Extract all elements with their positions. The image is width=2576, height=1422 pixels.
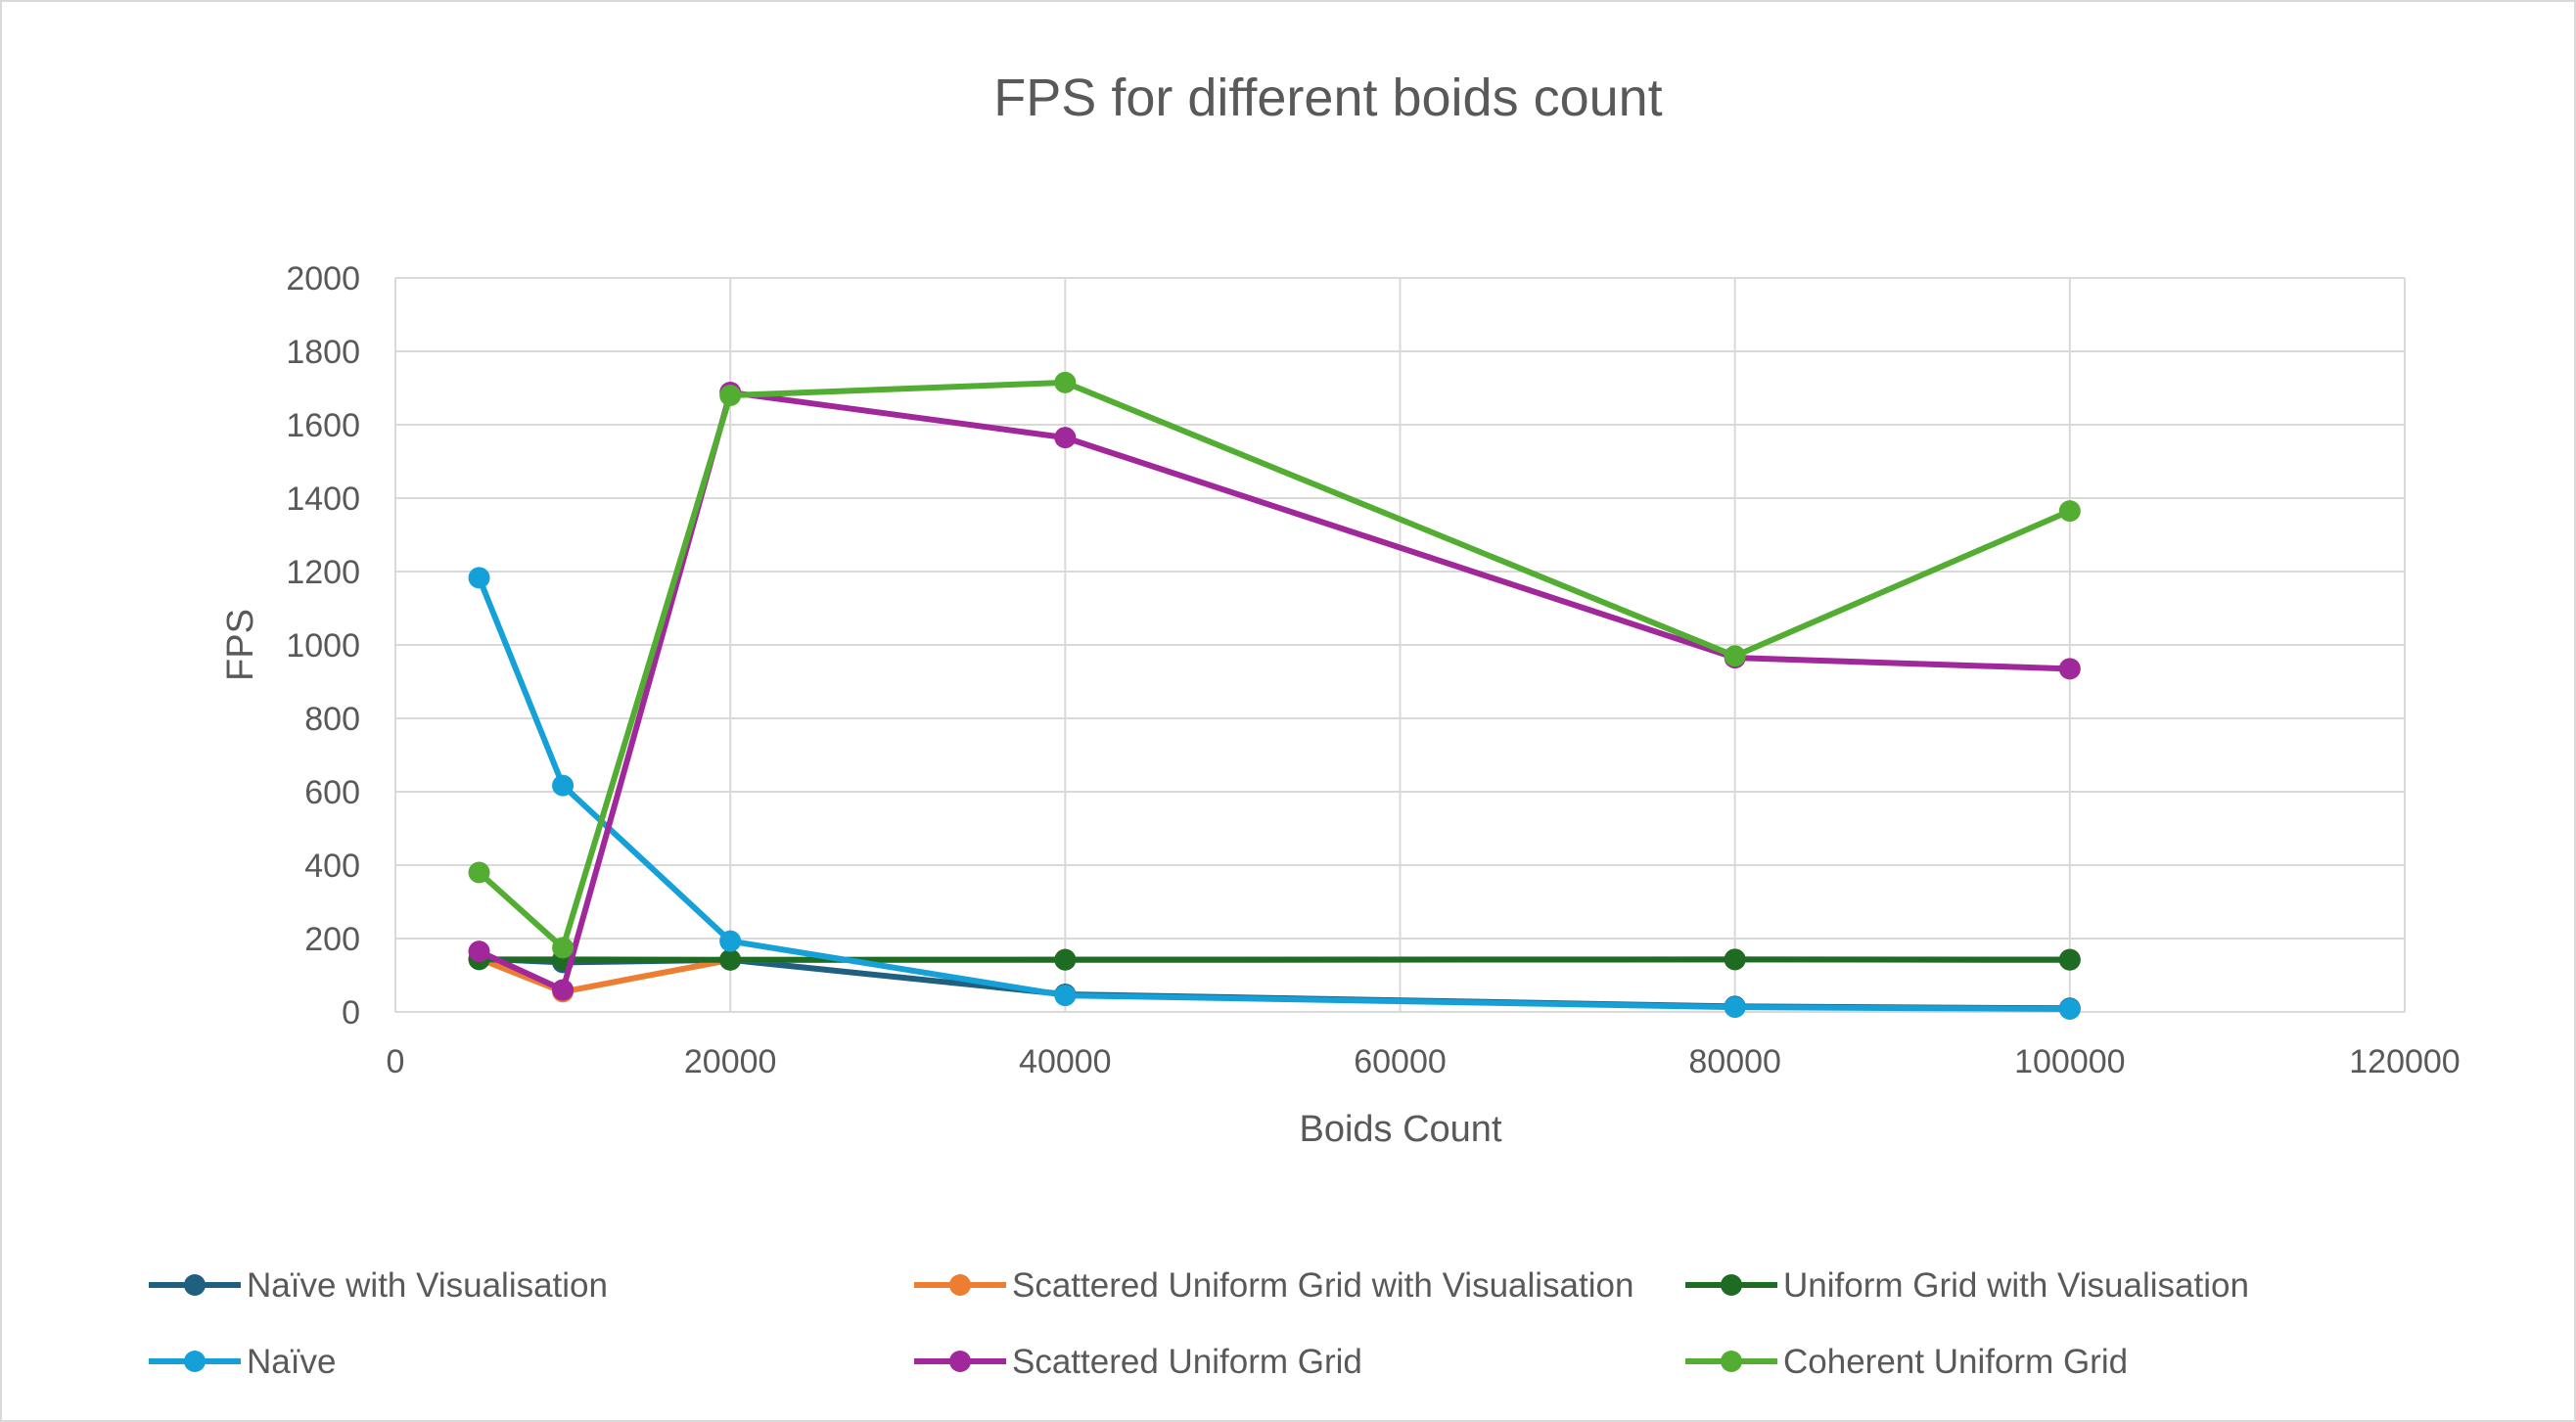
legend-marker <box>1721 1351 1742 1372</box>
legend: Naïve with Visualisation Scattered Unifor… <box>149 1266 2249 1381</box>
legend-marker <box>184 1274 206 1296</box>
data-point <box>552 979 575 1001</box>
x-tick-label: 0 <box>387 1043 405 1080</box>
legend-item: Coherent Uniform Grid <box>1685 1343 2128 1381</box>
data-point <box>1054 985 1077 1007</box>
data-point <box>1724 996 1746 1019</box>
series-line <box>476 574 2073 1012</box>
data-point <box>468 940 490 963</box>
data-point <box>719 948 742 971</box>
y-tick-label: 200 <box>304 921 360 958</box>
grid <box>394 277 2406 1013</box>
legend-label: Uniform Grid with Visualisation <box>1783 1266 2249 1305</box>
x-tick-label: 40000 <box>1019 1043 1112 1080</box>
series-group <box>468 948 2081 971</box>
data-point <box>2058 658 2081 680</box>
legend-item: Naïve <box>149 1343 336 1381</box>
series-line <box>476 390 2073 993</box>
y-tick-label: 1000 <box>286 627 360 665</box>
y-tick-label: 0 <box>342 994 360 1032</box>
data-point <box>719 930 742 952</box>
y-axis-title: FPS <box>220 609 261 681</box>
data-point <box>468 567 490 589</box>
y-tick-label: 1400 <box>286 481 360 518</box>
legend-item: Scattered Uniform Grid with Visualisatio… <box>914 1266 1633 1305</box>
series-group <box>468 947 2081 1003</box>
y-tick-label: 1800 <box>286 334 360 371</box>
legend-item: Scattered Uniform Grid <box>914 1343 1362 1381</box>
y-tick-label: 400 <box>304 848 360 885</box>
data-point <box>468 861 490 884</box>
legend-label: Coherent Uniform Grid <box>1783 1343 2128 1381</box>
legend-label: Scattered Uniform Grid with Visualisatio… <box>1012 1266 1633 1305</box>
data-point <box>2058 948 2081 971</box>
legend-label: Scattered Uniform Grid <box>1012 1343 1362 1381</box>
data-point <box>1054 427 1077 449</box>
legend-label: Naïve <box>247 1343 336 1381</box>
data-point <box>2058 500 2081 523</box>
x-tick-label: 120000 <box>2349 1043 2460 1080</box>
legend-marker <box>949 1274 971 1296</box>
y-tick-label: 1200 <box>286 554 360 591</box>
data-point <box>1054 948 1077 971</box>
y-tick-label: 1600 <box>286 407 360 444</box>
data-point <box>1054 371 1077 393</box>
chart-title: FPS for different boids count <box>993 69 1662 127</box>
x-tick-label: 100000 <box>2014 1043 2125 1080</box>
series <box>468 371 2081 1020</box>
y-tick-label: 2000 <box>286 260 360 298</box>
series-group <box>468 371 2081 959</box>
data-point <box>1724 948 1746 971</box>
y-tick-label: 600 <box>304 774 360 811</box>
data-point <box>552 774 575 797</box>
x-axis-title: Boids Count <box>1299 1109 1501 1150</box>
legend-item: Uniform Grid with Visualisation <box>1685 1266 2249 1305</box>
x-tick-label: 20000 <box>684 1043 777 1080</box>
data-point <box>719 385 742 406</box>
legend-marker <box>184 1351 206 1372</box>
data-point <box>552 937 575 959</box>
data-point <box>2058 998 2081 1020</box>
legend-marker <box>1721 1274 1742 1296</box>
series-line <box>476 379 2073 951</box>
x-tick-label: 60000 <box>1354 1043 1447 1080</box>
data-point <box>1724 645 1746 667</box>
series-line <box>476 955 2073 995</box>
x-tick-label: 80000 <box>1688 1043 1781 1080</box>
y-tick-label: 800 <box>304 701 360 738</box>
legend-marker <box>949 1351 971 1372</box>
series-group <box>468 382 2081 1001</box>
legend-item: Naïve with Visualisation <box>149 1266 608 1305</box>
series-group <box>468 567 2081 1020</box>
legend-label: Naïve with Visualisation <box>247 1266 608 1305</box>
